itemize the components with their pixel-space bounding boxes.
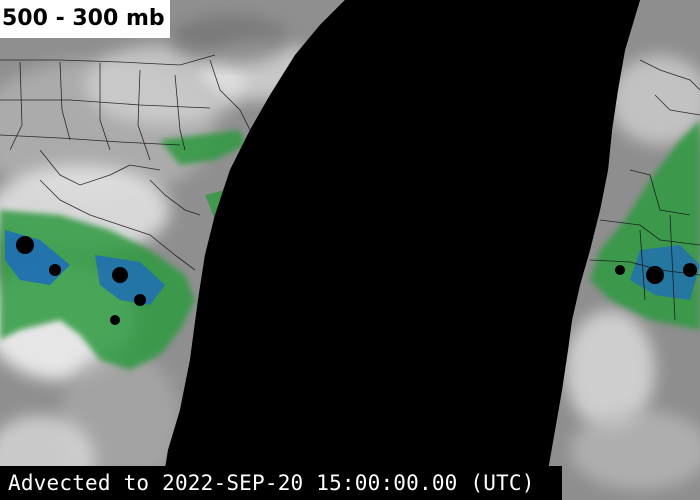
moisture-plume-west [0, 130, 245, 370]
pressure-layer-label: 500 - 300 mb [0, 0, 170, 38]
political-boundaries-east [589, 59, 700, 321]
valid-time-label: Advected to 2022-SEP-20 15:00:00.00 (UTC… [0, 466, 562, 500]
moisture-plume-east [590, 120, 700, 330]
earth-limb-mask [160, 0, 640, 500]
political-boundaries-west [0, 54, 251, 271]
